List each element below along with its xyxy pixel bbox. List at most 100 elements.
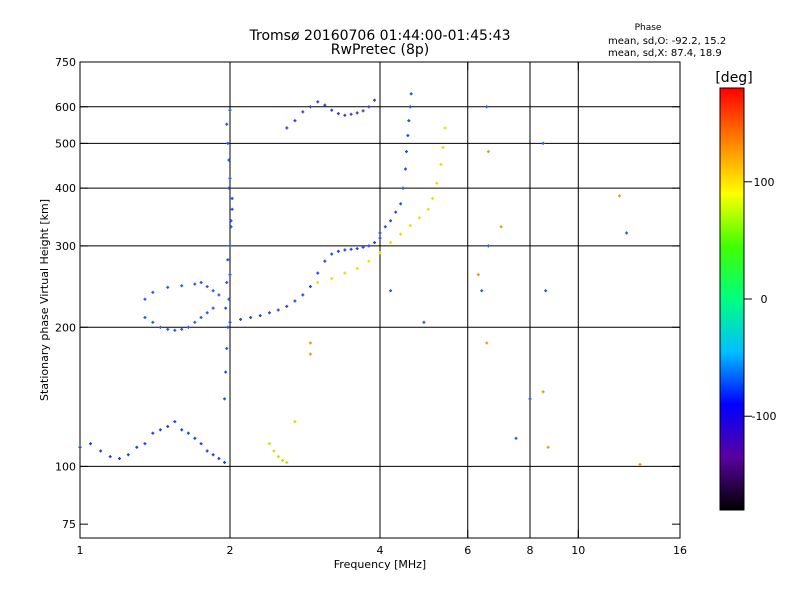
data-point bbox=[389, 241, 393, 245]
data-point bbox=[217, 293, 221, 297]
y-tick-label: 750 bbox=[55, 56, 76, 69]
data-point bbox=[355, 267, 359, 271]
y-tick-label: 300 bbox=[55, 240, 76, 253]
data-point bbox=[394, 210, 398, 214]
data-point bbox=[544, 289, 548, 293]
data-point bbox=[285, 304, 289, 308]
phase-box-title: Phase bbox=[635, 23, 662, 33]
data-point bbox=[99, 449, 103, 453]
x-tick-label: 2 bbox=[227, 544, 234, 557]
data-point bbox=[151, 320, 155, 324]
y-tick-label: 100 bbox=[55, 460, 76, 473]
data-point bbox=[249, 315, 253, 319]
data-point bbox=[267, 311, 271, 315]
data-point bbox=[541, 390, 545, 394]
data-point bbox=[180, 428, 184, 432]
data-point bbox=[293, 119, 297, 123]
data-point bbox=[228, 244, 232, 248]
data-point bbox=[205, 449, 209, 453]
data-point bbox=[408, 224, 412, 228]
data-point bbox=[224, 370, 228, 374]
data-point bbox=[404, 150, 408, 154]
data-point bbox=[361, 109, 365, 113]
data-point bbox=[389, 219, 393, 223]
data-point bbox=[226, 258, 230, 262]
data-point bbox=[323, 103, 327, 107]
data-point bbox=[293, 299, 297, 303]
data-point bbox=[373, 98, 377, 102]
data-point bbox=[441, 145, 445, 149]
data-point bbox=[323, 259, 327, 263]
x-tick-label: 4 bbox=[377, 544, 384, 557]
data-point bbox=[422, 320, 426, 324]
data-point bbox=[409, 92, 413, 96]
colorbar-ticks: 100 0 -100 bbox=[744, 176, 776, 423]
data-point bbox=[367, 244, 371, 248]
data-point bbox=[293, 420, 297, 424]
chart-subtitle: RwPretec (8p) bbox=[331, 42, 429, 58]
data-point bbox=[308, 352, 312, 356]
data-point bbox=[267, 442, 271, 446]
data-point bbox=[186, 431, 190, 435]
phase-box-line1: mean, sd,O: -92.2, 15.2 bbox=[608, 36, 726, 47]
data-point bbox=[361, 245, 365, 249]
data-point bbox=[151, 431, 155, 435]
y-tick-label: 200 bbox=[55, 321, 76, 334]
data-point bbox=[316, 271, 320, 275]
data-point bbox=[211, 289, 215, 293]
colorbar bbox=[719, 87, 745, 511]
data-point bbox=[308, 341, 312, 345]
data-point bbox=[378, 231, 382, 235]
data-point bbox=[399, 202, 403, 206]
data-point bbox=[367, 259, 371, 263]
data-point bbox=[485, 105, 489, 109]
data-point bbox=[217, 457, 221, 461]
data-point bbox=[301, 110, 305, 114]
data-point bbox=[285, 126, 289, 130]
data-point bbox=[343, 113, 347, 117]
data-point bbox=[78, 445, 82, 449]
data-point bbox=[355, 111, 359, 115]
data-point bbox=[330, 252, 334, 256]
data-point bbox=[180, 284, 184, 288]
data-point bbox=[258, 314, 262, 318]
data-point bbox=[211, 306, 215, 310]
data-point bbox=[158, 428, 162, 432]
data-point bbox=[378, 251, 382, 255]
data-point bbox=[226, 325, 230, 329]
y-tick-label: 500 bbox=[55, 137, 76, 150]
data-point bbox=[223, 460, 227, 464]
data-point bbox=[272, 449, 276, 453]
data-point bbox=[193, 436, 197, 440]
y-axis-label: Stationary phase Virtual Height [km] bbox=[38, 199, 51, 401]
x-tick-label: 10 bbox=[571, 544, 585, 557]
y-tick-label: 75 bbox=[62, 518, 76, 531]
data-point bbox=[205, 285, 209, 289]
data-point bbox=[230, 196, 234, 200]
data-point bbox=[389, 289, 393, 293]
data-point bbox=[151, 290, 155, 294]
data-point bbox=[417, 216, 421, 220]
data-point bbox=[308, 285, 312, 289]
data-point bbox=[486, 150, 490, 154]
data-point bbox=[228, 176, 232, 180]
data-point bbox=[476, 273, 480, 277]
data-point bbox=[135, 445, 139, 449]
data-point bbox=[330, 108, 334, 112]
data-point bbox=[383, 225, 387, 229]
colorbar-label: [deg] bbox=[715, 70, 752, 86]
data-point bbox=[546, 445, 550, 449]
data-point bbox=[108, 455, 112, 459]
data-point bbox=[126, 453, 130, 457]
data-point bbox=[229, 219, 233, 223]
data-point bbox=[225, 346, 229, 350]
data-point bbox=[158, 325, 162, 329]
colorbar-tick-label: 0 bbox=[761, 293, 768, 306]
data-point bbox=[199, 315, 203, 319]
chart-title: Tromsø 20160706 01:44:00-01:45:43 bbox=[249, 28, 511, 44]
data-point bbox=[166, 425, 170, 429]
data-point bbox=[349, 247, 353, 251]
colorbar-tick-label: 100 bbox=[754, 176, 775, 189]
data-point bbox=[199, 281, 203, 285]
data-points bbox=[78, 92, 642, 466]
